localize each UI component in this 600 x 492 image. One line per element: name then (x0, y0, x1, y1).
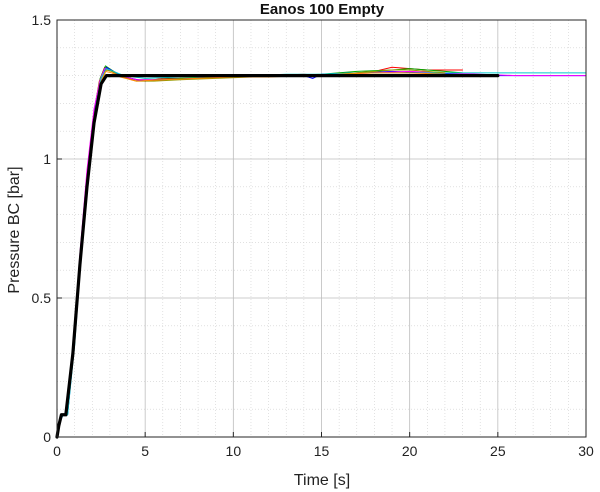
x-tick-label: 25 (490, 443, 506, 459)
reference-line (55, 74, 500, 439)
tick-labels: 0 5 10 15 20 25 30 0 0.5 1 1.5 (32, 12, 594, 459)
y-tick-label: 1.5 (32, 12, 52, 28)
x-tick-label: 20 (402, 443, 418, 459)
grid (56, 19, 587, 438)
x-axis-label: Time [s] (294, 472, 350, 489)
y-tick-label: 0.5 (32, 290, 52, 306)
x-tick-label: 15 (314, 443, 330, 459)
x-tick-label: 5 (141, 443, 149, 459)
y-axis-label: Pressure BC [bar] (6, 166, 23, 293)
plot-frame (56, 19, 587, 438)
x-tick-label: 30 (578, 443, 594, 459)
x-tick-label: 10 (226, 443, 242, 459)
x-tick-label: 0 (53, 443, 61, 459)
y-tick-label: 0 (43, 429, 51, 445)
chart-title: Eanos 100 Empty (260, 1, 385, 18)
series-lines (55, 65, 587, 439)
y-tick-label: 1 (43, 151, 51, 167)
